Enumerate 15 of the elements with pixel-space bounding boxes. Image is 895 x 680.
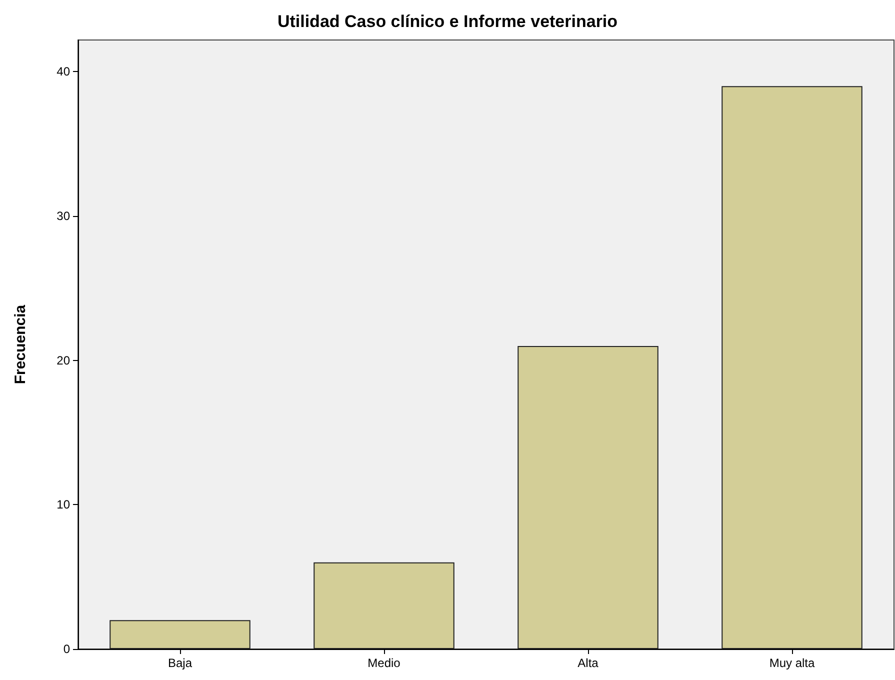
y-tick-label: 30	[56, 209, 70, 224]
bar	[518, 346, 658, 649]
y-axis-title: Frecuencia	[12, 304, 29, 384]
y-tick-label: 40	[56, 64, 70, 79]
x-tick-label: Muy alta	[769, 656, 815, 670]
x-tick-label: Alta	[578, 656, 599, 670]
bar	[110, 620, 250, 649]
y-tick-label: 20	[56, 353, 70, 368]
bar	[314, 562, 454, 649]
x-tick-label: Baja	[168, 656, 192, 670]
bar	[722, 86, 862, 649]
chart-title: Utilidad Caso clínico e Informe veterinario	[277, 12, 618, 31]
x-tick-label: Medio	[368, 656, 401, 670]
y-tick-label: 0	[63, 642, 70, 656]
y-tick-label: 10	[56, 498, 70, 512]
